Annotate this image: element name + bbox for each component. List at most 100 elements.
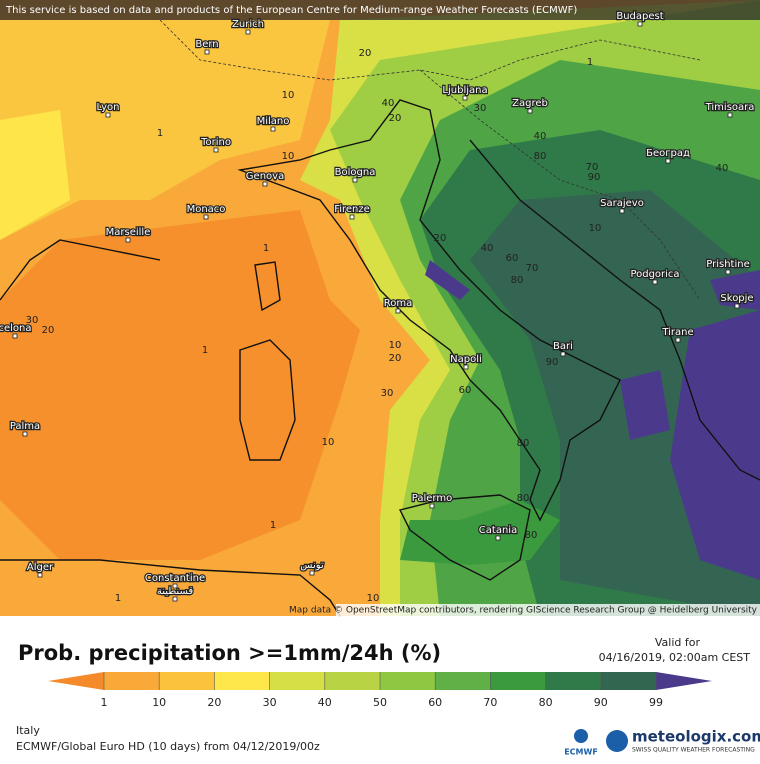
city-marker	[22, 431, 28, 437]
city-label: Lyon	[96, 102, 119, 113]
colorbar-segment	[269, 672, 326, 690]
city-marker	[352, 177, 358, 183]
zone-10-20	[0, 20, 330, 240]
city-marker	[727, 112, 733, 118]
city-label: Ljubljana	[442, 85, 487, 96]
contour-label: 20	[434, 233, 447, 244]
contour-label: 40	[534, 131, 547, 142]
zone-20-30	[0, 110, 70, 240]
colorbar-segment	[600, 672, 657, 690]
contour-label: 20	[389, 113, 402, 124]
contour-label: 1	[115, 593, 121, 604]
contour-label: 10	[389, 340, 402, 351]
colorbar-segment	[545, 672, 602, 690]
city-label: Bologna	[335, 167, 376, 178]
zone-70-80-sicily	[400, 500, 560, 565]
city-label: Firenze	[334, 204, 370, 215]
city-label: Zurich	[232, 19, 264, 30]
legend-title: Prob. precipitation >=1mm/24h (%)	[18, 641, 441, 665]
contour-label: 1	[587, 57, 593, 68]
city-label: Palermo	[412, 493, 452, 504]
city-label: Tirane	[661, 327, 693, 338]
city-label: Marseille	[106, 227, 151, 238]
colorbar-segment	[324, 672, 381, 690]
city-marker	[725, 269, 731, 275]
colorbar-tick-label: 10	[152, 696, 166, 709]
borders	[159, 19, 701, 301]
city-label: Podgorica	[630, 269, 679, 280]
colorbar-tick-label: 20	[207, 696, 221, 709]
city-marker	[395, 308, 401, 314]
city-label: Constantine	[145, 573, 205, 584]
city-marker	[349, 214, 355, 220]
city-marker	[734, 303, 740, 309]
city-marker	[172, 583, 178, 589]
city-label: celona	[0, 323, 32, 334]
city-marker	[495, 535, 501, 541]
city-label: Napoli	[450, 354, 482, 365]
contour-label: 70	[526, 263, 539, 274]
contour-label: 20	[389, 353, 402, 364]
colorbar: 1 10 20 30 40 50 60 70 80 90 99	[48, 672, 712, 709]
contour-label: 30	[26, 315, 39, 326]
city-marker	[560, 351, 566, 357]
city-marker	[652, 279, 658, 285]
city-marker	[12, 333, 18, 339]
contour-label: 40	[716, 163, 729, 174]
city-label: Monaco	[187, 204, 226, 215]
colorbar-tick-label: 40	[318, 696, 332, 709]
city-label: Milano	[257, 116, 290, 127]
contour-label: 10	[282, 90, 295, 101]
contour-label: 1	[157, 128, 163, 139]
city-marker	[213, 147, 219, 153]
contour-label: 70	[586, 162, 599, 173]
colorbar-segment	[104, 672, 160, 690]
city-marker	[665, 158, 671, 164]
valid-time: 04/16/2019, 02:00am CEST	[599, 651, 751, 664]
city-label: Београд	[646, 148, 690, 159]
city-marker	[204, 49, 210, 55]
zone-below-1	[0, 210, 360, 560]
city-label: Budapest	[616, 11, 663, 22]
city-label: Palma	[10, 421, 40, 432]
notice-bar	[0, 0, 760, 20]
city-label: Zagreb	[512, 98, 548, 109]
colorbar-high-end	[656, 672, 712, 690]
contour-label: 10	[322, 437, 335, 448]
city-marker	[429, 503, 435, 509]
contour-label: 80	[534, 151, 547, 162]
colorbar-segment	[435, 672, 491, 690]
ecmwf-text: ECMWF	[564, 748, 598, 757]
colorbar-tick-label: 1	[101, 696, 108, 709]
tagline: SWISS QUALITY WEATHER FORECASTING	[632, 747, 755, 754]
contour-label: 30	[474, 103, 487, 114]
region: Italy	[16, 724, 40, 737]
city-label: قسنطينة	[157, 586, 194, 597]
map	[0, 0, 760, 617]
meteologix-logo	[606, 730, 628, 752]
city-marker	[125, 237, 131, 243]
colorbar-tick-label: 60	[428, 696, 442, 709]
city-label: Roma	[384, 298, 413, 309]
colorbar-tick-label: 80	[539, 696, 553, 709]
colorbar-segment	[214, 672, 271, 690]
contour-label: 60	[506, 253, 519, 264]
city-label: Bari	[553, 341, 573, 352]
city-marker	[675, 337, 681, 343]
city-marker	[463, 364, 469, 370]
valid-label: Valid for	[655, 636, 701, 649]
colorbar-tick-label: 30	[263, 696, 277, 709]
city-marker	[203, 214, 209, 220]
credit-bg	[336, 604, 760, 616]
colorbar-segment	[380, 672, 436, 690]
contour-label: 1	[270, 520, 276, 531]
colorbar-segment	[490, 672, 547, 690]
city-marker	[462, 95, 468, 101]
city-label: Timisoara	[705, 102, 755, 113]
contour-label: 10	[589, 223, 602, 234]
model-run: ECMWF/Global Euro HD (10 days) from 04/1…	[16, 740, 320, 753]
notice: This service is based on data and produc…	[5, 5, 577, 16]
colorbar-tick-label: 50	[373, 696, 387, 709]
city-label: تونس	[300, 560, 324, 571]
city-marker	[37, 572, 43, 578]
